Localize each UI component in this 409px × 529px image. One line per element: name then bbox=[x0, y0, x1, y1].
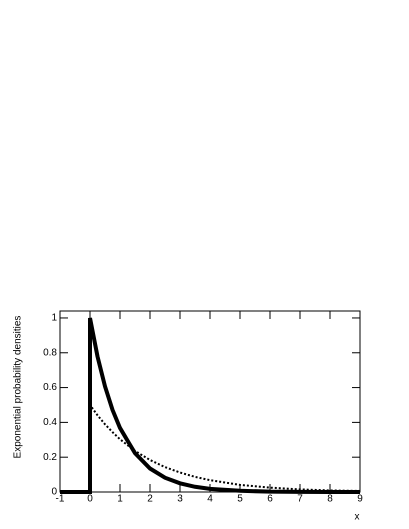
x-tick-label: -1 bbox=[56, 494, 65, 505]
y-tick-label: 1 bbox=[51, 313, 57, 324]
x-tick-label: 9 bbox=[357, 494, 363, 505]
x-tick-label: 5 bbox=[237, 494, 243, 505]
x-tick-label: 8 bbox=[327, 494, 333, 505]
y-axis-title: Exponential probability densities bbox=[13, 316, 24, 459]
x-tick-label: 2 bbox=[147, 494, 153, 505]
x-tick-label: 6 bbox=[267, 494, 273, 505]
x-tick-label: 0 bbox=[87, 494, 93, 505]
y-tick-label: 0.2 bbox=[43, 452, 57, 463]
x-axis-title: x bbox=[355, 512, 360, 523]
x-tick-label: 4 bbox=[207, 494, 213, 505]
x-tick-label: 3 bbox=[177, 494, 183, 505]
y-tick-label: 0.4 bbox=[43, 417, 57, 428]
plot-frame bbox=[59, 310, 361, 493]
series-line bbox=[60, 401, 361, 493]
y-tick-label: 0 bbox=[51, 487, 57, 498]
x-tick-label: 7 bbox=[297, 494, 303, 505]
y-tick-label: 0.8 bbox=[43, 347, 57, 358]
y-tick-label: 0.6 bbox=[43, 382, 57, 393]
x-tick-label: 1 bbox=[117, 494, 123, 505]
series-line bbox=[60, 317, 361, 494]
